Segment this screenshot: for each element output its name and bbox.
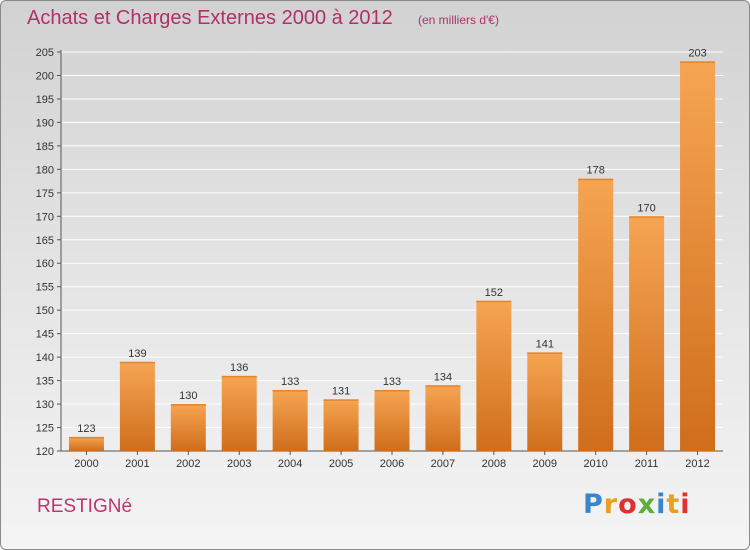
- bar-2000: [68, 436, 104, 451]
- bar-2012: [680, 61, 716, 451]
- bar-top-edge: [221, 375, 257, 378]
- bar-top-edge: [323, 399, 359, 401]
- data-label-2003: 136: [230, 362, 248, 374]
- y-tick-label: 155: [36, 282, 54, 294]
- y-tick-label: 120: [36, 446, 54, 458]
- bar-top-edge: [629, 216, 665, 218]
- data-label-2004: 133: [281, 376, 299, 388]
- x-tick-label-2010: 2010: [583, 458, 607, 470]
- bar-top-edge: [170, 404, 206, 406]
- bar-2004: [272, 389, 308, 451]
- logo-letter: o: [618, 489, 638, 520]
- bar-top-edge: [476, 300, 512, 303]
- bar-top-edge: [425, 385, 461, 387]
- logo-letter: t: [666, 489, 681, 520]
- logo-letter: i: [656, 489, 667, 520]
- x-tick-label-2001: 2001: [125, 458, 149, 470]
- y-tick-label: 140: [36, 352, 54, 364]
- commune-name: RESTIGNé: [37, 496, 133, 517]
- bar-2010: [578, 178, 614, 451]
- x-tick-label-2000: 2000: [74, 458, 98, 470]
- chart-subtitle: (en milliers d'€): [418, 13, 499, 27]
- bar-top-edge: [374, 389, 410, 392]
- y-tick-label: 175: [36, 188, 54, 200]
- y-tick-label: 170: [36, 211, 54, 223]
- bar-top-edge: [527, 352, 563, 354]
- x-tick-label-2003: 2003: [227, 458, 251, 470]
- bar-2009: [527, 352, 563, 451]
- y-tick-label: 150: [36, 305, 54, 317]
- x-tick-label-2004: 2004: [278, 458, 302, 470]
- y-tick-label: 190: [36, 117, 54, 129]
- bar-top-edge: [578, 178, 614, 181]
- x-tick-label-2012: 2012: [685, 458, 709, 470]
- bar-2008: [476, 300, 512, 451]
- y-tick-label: 135: [36, 376, 54, 388]
- logo-letter: x: [637, 489, 657, 520]
- y-tick-label: 180: [36, 164, 54, 176]
- y-tick-label: 145: [36, 329, 54, 341]
- y-tick-label: 205: [36, 47, 54, 59]
- bar-top-edge: [272, 389, 308, 392]
- labels: 123 139 130 136 133 131 133 134 152 141 178 170 203: [77, 47, 706, 435]
- bar-2005: [323, 399, 359, 451]
- bar-2002: [170, 404, 206, 451]
- y-tick-label: 200: [36, 70, 54, 82]
- x-tick-label-2002: 2002: [176, 458, 200, 470]
- logo-letter: r: [603, 489, 619, 520]
- proxiti-logo: Proxiti: [583, 489, 691, 520]
- chart-title: Achats et Charges Externes 2000 à 2012: [27, 7, 393, 29]
- y-tick-label: 185: [36, 141, 54, 153]
- x-tick-label-2005: 2005: [329, 458, 353, 470]
- data-label-2002: 130: [179, 390, 197, 402]
- data-label-2008: 152: [485, 287, 503, 299]
- y-tick-label: 125: [36, 423, 54, 435]
- y-tick-label: 165: [36, 235, 54, 247]
- y-tick-label: 160: [36, 258, 54, 270]
- bar-2003: [221, 375, 257, 451]
- data-label-2001: 139: [128, 348, 146, 360]
- logo-letter: i: [680, 489, 691, 520]
- data-label-2005: 131: [332, 385, 350, 397]
- x-tick-label-2011: 2011: [635, 458, 659, 470]
- bars: [68, 61, 716, 451]
- data-label-2010: 178: [587, 165, 605, 177]
- data-label-2012: 203: [688, 47, 706, 59]
- x-tick-label-2006: 2006: [380, 458, 404, 470]
- bar-2006: [374, 389, 410, 451]
- bar-2011: [629, 216, 665, 451]
- bar-top-edge: [119, 361, 155, 364]
- x-tick-label-2009: 2009: [533, 458, 557, 470]
- bar-top-edge: [68, 436, 104, 439]
- y-tick-label: 195: [36, 94, 54, 106]
- bar-2001: [119, 361, 155, 451]
- data-label-2006: 133: [383, 376, 401, 388]
- bar-2007: [425, 385, 461, 451]
- bar-top-edge: [680, 61, 716, 63]
- y-tick-label: 130: [36, 399, 54, 411]
- data-label-2000: 123: [77, 423, 95, 435]
- data-label-2009: 141: [536, 338, 554, 350]
- data-label-2007: 134: [434, 371, 452, 383]
- x-tick-label-2008: 2008: [482, 458, 506, 470]
- axes: 120 125 130 135 140 145 150 155 160 165 170 175 180 1…: [36, 47, 723, 470]
- x-tick-label-2007: 2007: [431, 458, 455, 470]
- data-label-2011: 170: [637, 202, 655, 214]
- logo-letter: P: [583, 489, 604, 520]
